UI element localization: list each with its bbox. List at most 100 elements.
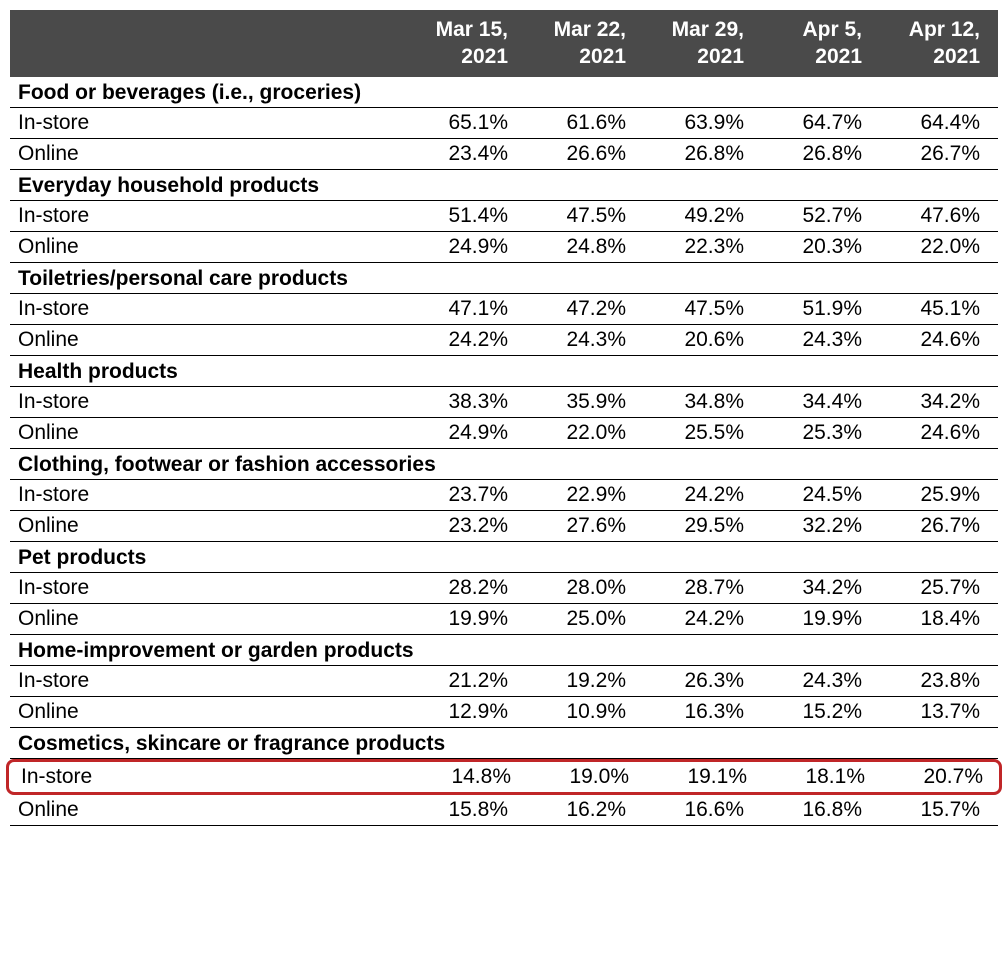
row-label: Online	[10, 514, 400, 538]
data-cell: 23.7%	[400, 483, 518, 507]
data-cell: 22.9%	[518, 483, 636, 507]
category-label: Food or beverages (i.e., groceries)	[10, 81, 361, 105]
data-cell: 15.2%	[754, 700, 872, 724]
column-header: Mar 15, 2021	[400, 16, 518, 71]
data-cell: 25.9%	[872, 483, 990, 507]
data-cell: 27.6%	[518, 514, 636, 538]
category-header: Health products	[10, 356, 998, 387]
data-cell: 26.8%	[636, 142, 754, 166]
data-cell: 16.3%	[636, 700, 754, 724]
table-header-row: Mar 15, 2021 Mar 22, 2021 Mar 29, 2021 A…	[10, 10, 998, 77]
column-header: Mar 22, 2021	[518, 16, 636, 71]
data-cell: 24.6%	[872, 328, 990, 352]
data-cell: 24.2%	[400, 328, 518, 352]
category-label: Everyday household products	[10, 174, 319, 198]
table-row: In-store65.1%61.6%63.9%64.7%64.4%	[10, 108, 998, 139]
data-cell: 24.2%	[636, 607, 754, 631]
row-label: Online	[10, 798, 400, 822]
row-label: In-store	[10, 390, 400, 414]
data-cell: 25.3%	[754, 421, 872, 445]
category-label: Cosmetics, skincare or fragrance product…	[10, 732, 445, 756]
data-cell: 38.3%	[400, 390, 518, 414]
data-cell: 34.8%	[636, 390, 754, 414]
table-row: In-store28.2%28.0%28.7%34.2%25.7%	[10, 573, 998, 604]
category-label: Clothing, footwear or fashion accessorie…	[10, 453, 436, 477]
data-cell: 24.9%	[400, 421, 518, 445]
data-cell: 26.6%	[518, 142, 636, 166]
data-cell: 15.7%	[872, 798, 990, 822]
table-row: Online23.2%27.6%29.5%32.2%26.7%	[10, 511, 998, 542]
data-cell: 28.2%	[400, 576, 518, 600]
category-label: Toiletries/personal care products	[10, 267, 348, 291]
category-label: Home-improvement or garden products	[10, 639, 414, 663]
data-cell: 16.2%	[518, 798, 636, 822]
row-label: In-store	[10, 111, 400, 135]
row-label: Online	[10, 235, 400, 259]
data-cell: 28.0%	[518, 576, 636, 600]
data-cell: 23.2%	[400, 514, 518, 538]
data-cell: 20.3%	[754, 235, 872, 259]
row-label: Online	[10, 700, 400, 724]
table-row: Online12.9%10.9%16.3%15.2%13.7%	[10, 697, 998, 728]
row-label: In-store	[10, 483, 400, 507]
data-cell: 12.9%	[400, 700, 518, 724]
data-cell: 20.6%	[636, 328, 754, 352]
data-cell: 26.8%	[754, 142, 872, 166]
data-cell: 18.4%	[872, 607, 990, 631]
data-cell: 24.6%	[872, 421, 990, 445]
table-row: Online24.9%22.0%25.5%25.3%24.6%	[10, 418, 998, 449]
data-cell: 21.2%	[400, 669, 518, 693]
column-header: Mar 29, 2021	[636, 16, 754, 71]
data-cell: 10.9%	[518, 700, 636, 724]
data-cell: 19.9%	[754, 607, 872, 631]
data-cell: 47.1%	[400, 297, 518, 321]
row-label: In-store	[10, 576, 400, 600]
table-row: Online24.9%24.8%22.3%20.3%22.0%	[10, 232, 998, 263]
data-cell: 51.4%	[400, 204, 518, 228]
data-cell: 15.8%	[400, 798, 518, 822]
table-row: Online23.4%26.6%26.8%26.8%26.7%	[10, 139, 998, 170]
data-cell: 47.5%	[518, 204, 636, 228]
data-cell: 16.6%	[636, 798, 754, 822]
data-cell: 65.1%	[400, 111, 518, 135]
data-cell: 24.2%	[636, 483, 754, 507]
data-cell: 34.2%	[754, 576, 872, 600]
data-cell: 51.9%	[754, 297, 872, 321]
data-cell: 13.7%	[872, 700, 990, 724]
data-cell: 16.8%	[754, 798, 872, 822]
category-header: Cosmetics, skincare or fragrance product…	[10, 728, 998, 759]
data-cell: 22.3%	[636, 235, 754, 259]
row-label: Online	[10, 421, 400, 445]
data-cell: 23.4%	[400, 142, 518, 166]
data-cell: 34.2%	[872, 390, 990, 414]
header-spacer	[10, 16, 400, 71]
data-cell: 64.7%	[754, 111, 872, 135]
data-cell: 24.9%	[400, 235, 518, 259]
data-cell: 26.7%	[872, 142, 990, 166]
table-row: Online24.2%24.3%20.6%24.3%24.6%	[10, 325, 998, 356]
category-header: Everyday household products	[10, 170, 998, 201]
data-cell: 49.2%	[636, 204, 754, 228]
data-cell: 20.7%	[875, 765, 993, 789]
data-cell: 61.6%	[518, 111, 636, 135]
row-label: Online	[10, 328, 400, 352]
data-cell: 24.3%	[754, 669, 872, 693]
data-cell: 22.0%	[518, 421, 636, 445]
category-label: Health products	[10, 360, 178, 384]
column-header: Apr 12, 2021	[872, 16, 990, 71]
data-cell: 23.8%	[872, 669, 990, 693]
row-label: In-store	[10, 669, 400, 693]
data-cell: 24.8%	[518, 235, 636, 259]
data-cell: 25.0%	[518, 607, 636, 631]
data-cell: 47.2%	[518, 297, 636, 321]
data-cell: 24.3%	[754, 328, 872, 352]
category-header: Home-improvement or garden products	[10, 635, 998, 666]
row-label: In-store	[10, 297, 400, 321]
data-cell: 24.3%	[518, 328, 636, 352]
table-body: Food or beverages (i.e., groceries) In-st…	[10, 77, 998, 826]
data-cell: 25.5%	[636, 421, 754, 445]
data-cell: 14.8%	[403, 765, 521, 789]
table-row: In-store38.3%35.9%34.8%34.4%34.2%	[10, 387, 998, 418]
table-row: Online19.9%25.0%24.2%19.9%18.4%	[10, 604, 998, 635]
data-cell: 22.0%	[872, 235, 990, 259]
